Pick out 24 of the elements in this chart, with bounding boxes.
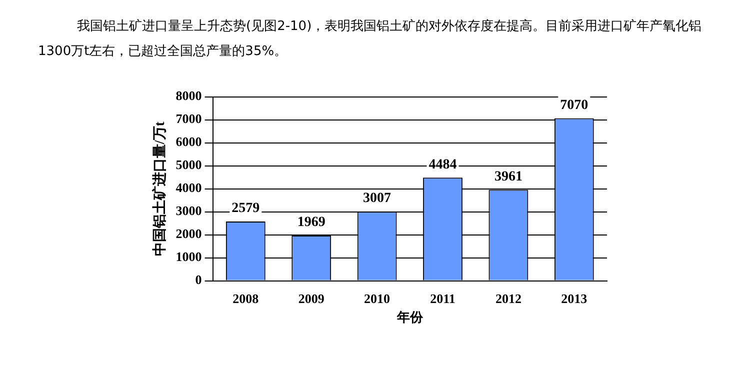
y-tick-label: 5000 <box>176 157 202 172</box>
y-tick-label: 1000 <box>176 249 202 264</box>
y-tick-label: 3000 <box>176 203 202 218</box>
y-tick-label: 8000 <box>176 88 202 104</box>
y-tick-label: 2000 <box>176 226 202 242</box>
y-axis-title: 中国铝土矿进口量/万t <box>151 121 168 256</box>
data-label: 2579 <box>232 201 260 216</box>
x-tick-label: 2012 <box>495 290 522 306</box>
chart-title: 我国铝土矿进口量呈上升态势(见图2-10)，表明我国铝土矿的对外依存度在提高。目前采用进口矿年产氧化铝1300万t左右，已超过全国总产量的35%。 <box>37 18 703 61</box>
y-tick-label: 4000 <box>176 180 202 196</box>
data-label: 4484 <box>428 157 457 172</box>
y-tick-label: 0 <box>195 272 202 288</box>
x-axis-title: 年份 <box>396 310 424 325</box>
data-label: 7070 <box>560 98 588 113</box>
x-tick-label: 2009 <box>298 290 325 306</box>
x-tick-label: 2011 <box>430 290 456 306</box>
x-tick-label: 2013 <box>561 290 588 306</box>
y-tick-label: 7000 <box>176 111 202 126</box>
data-label: 3007 <box>363 191 392 206</box>
data-label: 3961 <box>494 169 522 184</box>
x-tick-label: 2008 <box>232 290 260 306</box>
y-tick-label: 6000 <box>176 134 202 150</box>
data-label: 1969 <box>297 215 326 230</box>
x-tick-label: 2010 <box>364 290 390 306</box>
